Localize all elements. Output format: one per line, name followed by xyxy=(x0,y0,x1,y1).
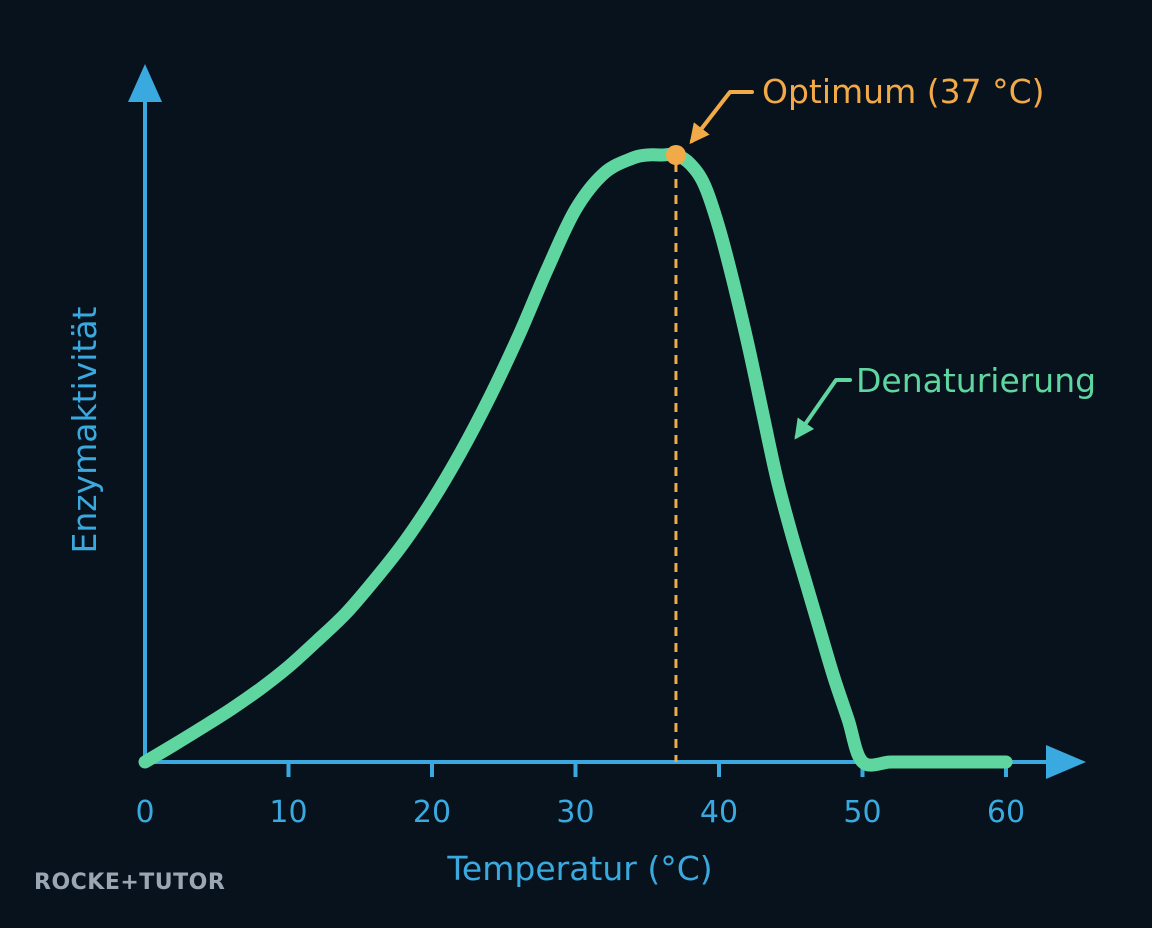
y-axis-arrowhead xyxy=(128,64,162,102)
x-tick-label: 30 xyxy=(556,795,594,830)
x-axis-title: Temperatur (°C) xyxy=(446,849,712,888)
optimum-point xyxy=(665,145,686,165)
optimum-label: Optimum (37 °C) xyxy=(762,72,1045,111)
x-tick-label: 10 xyxy=(269,795,307,830)
denaturation-label: Denaturierung xyxy=(856,361,1096,400)
x-tick-label: 50 xyxy=(843,795,881,830)
x-ticks-group: 0 10 20 30 40 50 60 xyxy=(135,762,1025,830)
x-tick-label: 40 xyxy=(700,795,738,830)
brand-logo: ROCKE+TUTOR xyxy=(34,870,226,895)
enzyme-activity-curve xyxy=(138,147,1013,772)
x-tick-label: 20 xyxy=(413,795,451,830)
denaturation-callout-arrow xyxy=(794,378,852,440)
optimum-callout-arrow xyxy=(689,90,754,145)
y-axis-title: Enzymaktivität xyxy=(65,306,104,553)
x-tick-label: 60 xyxy=(987,795,1025,830)
x-axis-arrowhead xyxy=(1046,745,1086,779)
x-tick-label: 0 xyxy=(135,795,154,830)
